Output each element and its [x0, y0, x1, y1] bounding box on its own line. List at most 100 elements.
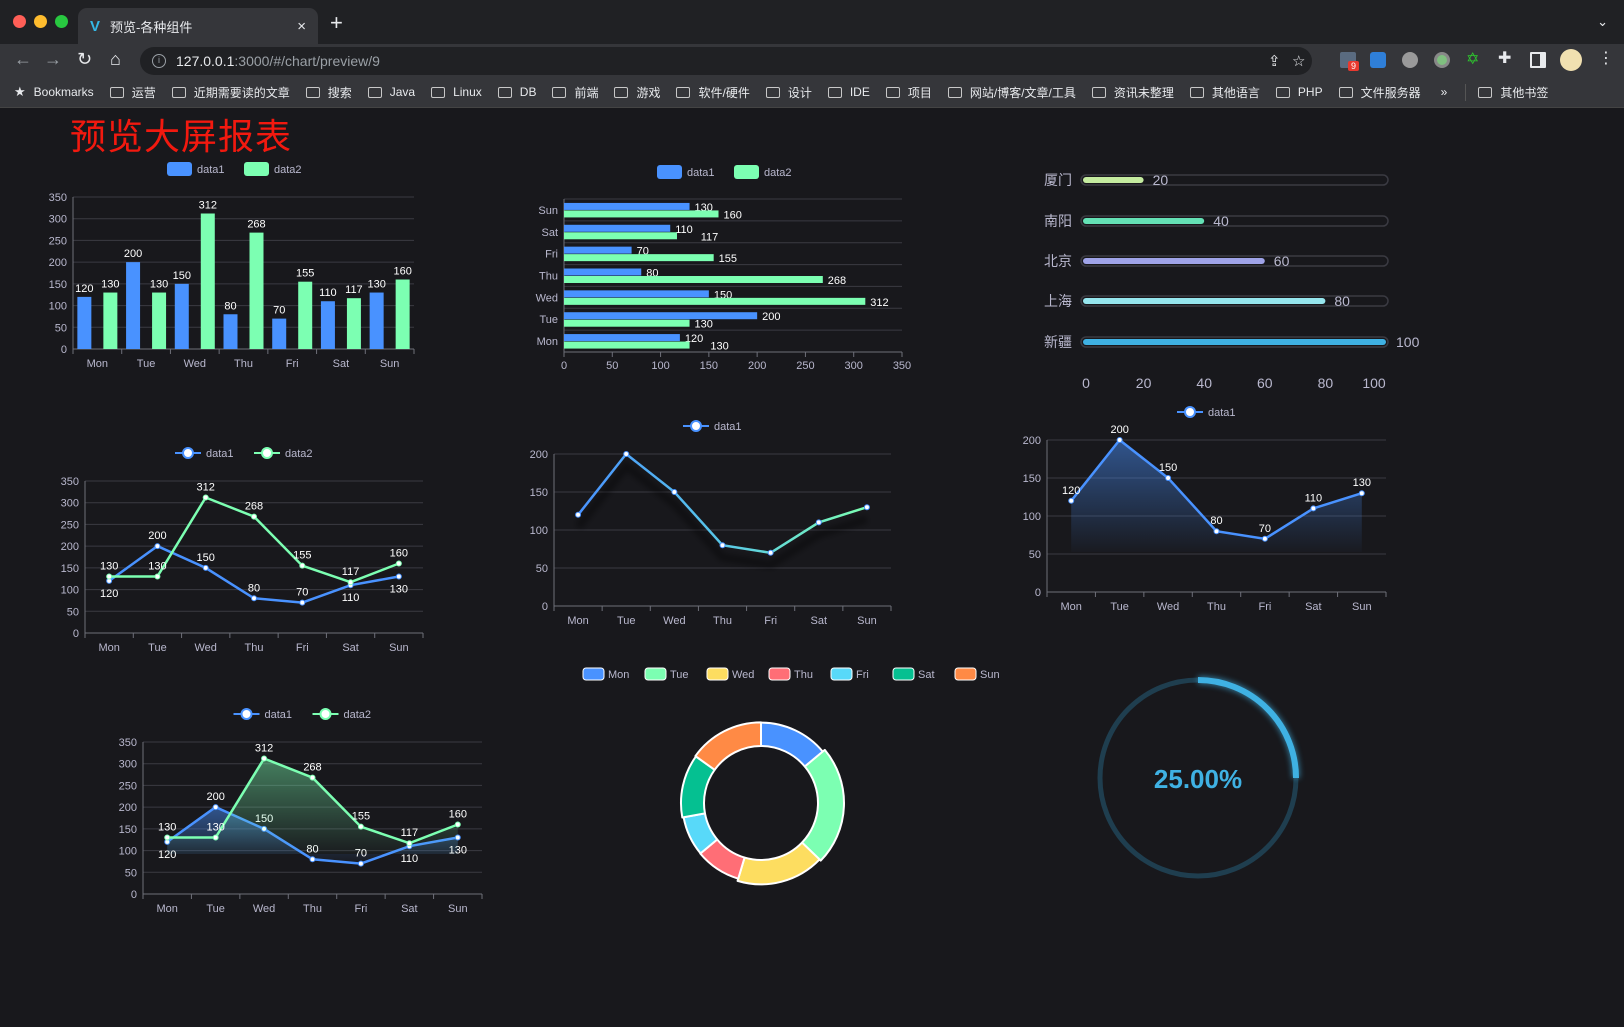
bookmark-folder[interactable]: 软件/硬件	[676, 84, 750, 101]
bookmark-folder[interactable]: 游戏	[614, 84, 660, 101]
legend-item-data1[interactable]: data1	[233, 708, 293, 721]
more-bookmarks-button[interactable]: »	[1440, 85, 1448, 99]
maximize-window-button[interactable]	[55, 15, 68, 28]
legend-item-Wed[interactable]: Wed	[706, 667, 754, 681]
command-extension-icon[interactable]	[1402, 52, 1418, 68]
legend-item-Sun[interactable]: Sun	[954, 667, 1000, 681]
donut-slice-Tue[interactable]	[801, 748, 845, 862]
bookmarks-manager[interactable]: ★ Bookmarks	[14, 84, 94, 100]
legend-label: Wed	[732, 669, 754, 681]
legend-item-Mon[interactable]: Mon	[582, 667, 629, 681]
site-info-icon[interactable]: i	[152, 54, 166, 68]
bookmark-folder[interactable]: DB	[497, 84, 536, 101]
progress-fill	[1083, 177, 1144, 183]
legend-item-data1[interactable]: data1	[683, 420, 742, 433]
side-panel-icon[interactable]	[1530, 52, 1546, 68]
bar	[152, 292, 167, 349]
y-tick-label: 300	[49, 214, 67, 226]
bookmark-folder[interactable]: 网站/博客/文章/工具	[947, 84, 1076, 101]
y-tick-label: 0	[131, 889, 137, 901]
data-label: 155	[296, 268, 314, 280]
back-arrow-icon[interactable]: ←	[14, 49, 32, 69]
bar	[564, 334, 680, 342]
close-window-button[interactable]	[13, 15, 26, 28]
bookmark-folder[interactable]: 设计	[765, 84, 812, 101]
x-tick-label: 50	[606, 360, 618, 372]
address-bar[interactable]: i 127.0.0.1:3000/#/chart/preview/9 ⇪ ☆	[140, 47, 1312, 75]
legend-icon	[244, 162, 269, 176]
bookmark-star-icon[interactable]: ☆	[1292, 53, 1306, 70]
x-tick-label: Tue	[1110, 601, 1129, 613]
legend-item-data1[interactable]: data1	[1177, 406, 1236, 419]
bookmark-folder[interactable]: PHP	[1275, 84, 1323, 101]
gem-extension-icon[interactable]	[1370, 52, 1386, 68]
donut-slice-Wed[interactable]	[736, 841, 821, 886]
bookmark-label: IDE	[849, 85, 870, 99]
forward-arrow-icon[interactable]: →	[44, 49, 62, 69]
legend-item-Sat[interactable]: Sat	[892, 667, 935, 681]
bookmark-folder[interactable]: Java	[367, 84, 416, 101]
data-label: 200	[1110, 424, 1128, 436]
bookmark-folder[interactable]: 运营	[109, 84, 156, 101]
bookmark-folder[interactable]: IDE	[827, 84, 870, 101]
new-tab-button[interactable]: +	[330, 10, 343, 35]
y-tick-label: 300	[119, 759, 137, 771]
bar-chart: data1 data2 0 50 100 150 200 250 300 350 Mon Tue Wed…	[49, 162, 415, 370]
tab-bar: V 预览-各种组件 × + ⌄	[0, 0, 1624, 44]
bookmark-folder[interactable]: 近期需要读的文章	[171, 84, 290, 101]
data-label: 70	[296, 587, 308, 599]
tab-search-chevron-icon[interactable]: ⌄	[1597, 14, 1608, 29]
x-tick-label: 0	[1082, 375, 1090, 391]
legend-item-data2[interactable]: data2	[734, 165, 792, 179]
profile-avatar[interactable]	[1560, 49, 1582, 71]
donut-slice-Sun[interactable]	[694, 721, 762, 771]
legend-item-Tue[interactable]: Tue	[644, 667, 689, 681]
legend-item-data1[interactable]: data1	[167, 162, 225, 176]
home-icon[interactable]: ⌂	[110, 49, 121, 69]
bookmark-label: 前端	[574, 85, 599, 100]
data-label: 268	[303, 762, 321, 774]
bar	[564, 224, 671, 232]
other-bookmarks-folder[interactable]: 其他书签	[1465, 83, 1548, 101]
data-label: 130	[710, 341, 728, 353]
star-extension-icon[interactable]: ✡	[1466, 51, 1480, 68]
data-label: 130	[206, 822, 224, 834]
data-label: 130	[158, 822, 176, 834]
puzzle-extensions-icon[interactable]: ✚	[1498, 50, 1512, 67]
reload-icon[interactable]: ↻	[77, 49, 93, 69]
data-label: 200	[762, 311, 780, 323]
browser-tab[interactable]: V 预览-各种组件 ×	[78, 8, 318, 44]
y-tick-label: 150	[1023, 473, 1041, 485]
menu-kebab-icon[interactable]: ⋮	[1598, 50, 1614, 67]
bookmark-label: Java	[389, 85, 416, 99]
green-dot-extension-icon[interactable]	[1434, 52, 1450, 68]
legend-item-Thu[interactable]: Thu	[768, 667, 813, 681]
x-tick-label: Tue	[206, 903, 225, 915]
bookmark-folder[interactable]: 资讯未整理	[1091, 84, 1174, 101]
legend-item-data2[interactable]: data2	[312, 708, 372, 721]
bookmark-folder[interactable]: Linux	[431, 84, 482, 101]
bookmark-folder[interactable]: 项目	[885, 84, 932, 101]
y-tick-label: 250	[49, 235, 67, 247]
legend-item-data2[interactable]: data2	[254, 447, 313, 460]
close-tab-icon[interactable]: ×	[297, 17, 306, 35]
bookmark-folder[interactable]: 文件服务器	[1338, 84, 1421, 101]
legend-item-data1[interactable]: data1	[175, 447, 234, 460]
legend-item-Fri[interactable]: Fri	[830, 667, 869, 681]
bookmark-folder[interactable]: 前端	[552, 84, 598, 101]
data-label: 150	[197, 552, 215, 564]
x-tick-label: Thu	[713, 615, 732, 627]
share-icon[interactable]: ⇪	[1268, 53, 1281, 70]
data-point	[1165, 475, 1172, 481]
bar	[77, 296, 92, 349]
legend-item-data2[interactable]: data2	[244, 162, 302, 176]
progress-row: 上海 80	[1044, 293, 1389, 309]
browser-toolbar: ← → ↻ ⌂ i 127.0.0.1:3000/#/chart/preview…	[0, 44, 1624, 77]
progress-track	[1080, 174, 1389, 186]
bookmark-folder[interactable]: 其他语言	[1189, 84, 1260, 101]
bookmark-folder[interactable]: 搜索	[305, 84, 352, 101]
legend-item-data1[interactable]: data1	[657, 165, 715, 179]
value-label: 20	[1153, 172, 1169, 188]
data-point	[719, 542, 726, 549]
minimize-window-button[interactable]	[34, 15, 47, 28]
